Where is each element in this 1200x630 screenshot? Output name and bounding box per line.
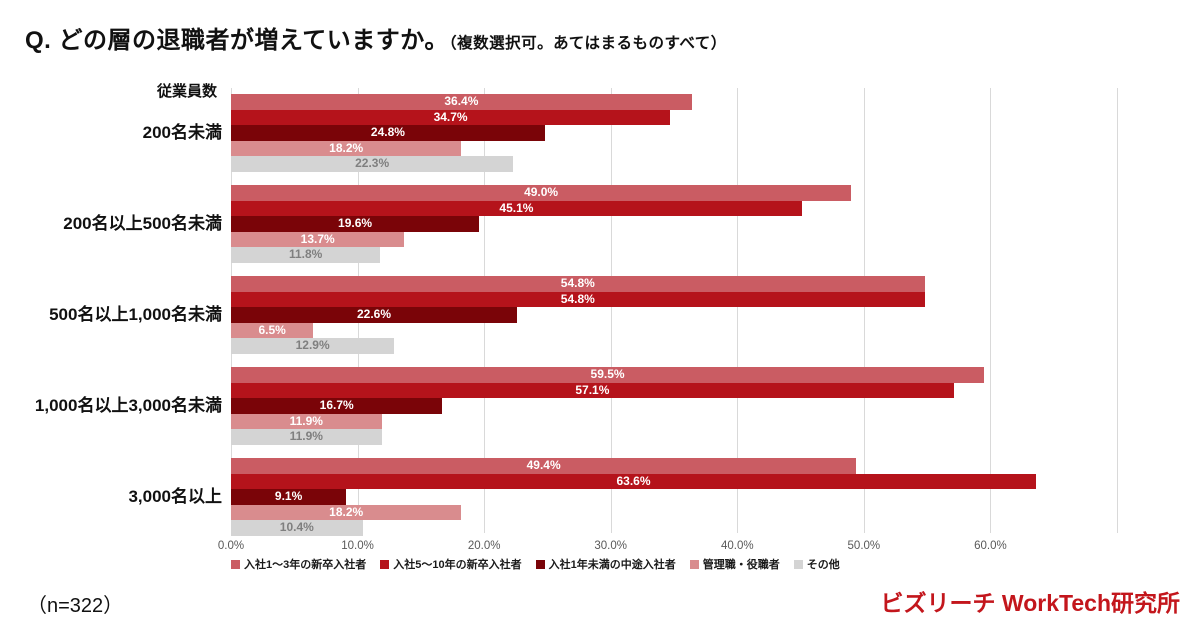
bar: 13.7% [231,231,405,247]
legend-item: 入社1〜3年の新卒入社者 [231,556,366,572]
bar-value-label: 63.6% [616,473,651,488]
bar-value-label: 16.7% [319,398,354,412]
x-tick-label: 0.0% [217,540,245,552]
legend-item: その他 [793,556,840,572]
bar: 16.7% [231,398,443,414]
bar-value-label: 13.7% [300,231,335,246]
bar-value-label: 49.0% [524,185,559,199]
legend-swatch [535,559,545,569]
gridline [863,88,865,533]
bar-value-label: 45.1% [499,200,534,215]
bar: 18.2% [231,504,462,520]
bar: 11.9% [231,413,382,429]
bar: 24.8% [231,125,545,141]
bar-value-label: 36.4% [444,94,479,108]
bar-value-label: 24.8% [370,125,405,139]
bar-value-label: 10.4% [279,520,314,534]
bar-value-label: 11.9% [289,413,323,428]
bar: 9.1% [231,489,347,505]
legend-swatch [380,559,390,569]
bar-value-label: 12.9% [295,338,330,352]
category-label: 200名以上500名未満 [63,213,222,233]
gridline [990,88,992,533]
bar-chart-plot-area: 36.4% 34.7% 24.8% 18.2% 22.3% 49.0% 45.1% 19.6%… [231,88,1118,536]
bar-value-label: 9.1% [274,489,303,503]
x-tick-label: 20.0% [467,540,501,552]
bar: 63.6% [231,473,1036,489]
bar-value-label: 19.6% [338,216,373,230]
bar-value-label: 22.3% [355,156,390,170]
y-axis-header: 従業員数 [156,83,217,100]
legend-swatch [689,559,699,569]
bar: 49.4% [231,458,857,474]
bar: 11.8% [231,247,381,263]
gridline [737,88,739,533]
page-title: Q. どの層の退職者が増えていますか。（複数選択可。あてはまるものすべて） [25,20,727,55]
bar-value-label: 54.8% [560,291,595,306]
bar: 49.0% [231,185,852,201]
bar: 36.4% [231,94,692,110]
legend-swatch [231,559,240,569]
x-tick-label: 60.0% [974,540,1007,552]
bar-value-label: 49.4% [526,458,561,472]
legend-label: 入社1〜3年の新卒入社者 [244,559,367,571]
category-label: 1,000名以上3,000名未満 [34,395,222,415]
x-tick-label: 40.0% [720,540,754,552]
legend-label: 管理職・役職者 [702,559,780,571]
x-tick-label: 10.0% [341,540,374,552]
x-tick-label: 50.0% [847,540,881,552]
brand-logo-text: ビズリーチ WorkTech研究所 [880,590,1180,616]
question-note: （複数選択可。あてはまるものすべて） [448,35,727,52]
bar: 22.3% [231,156,514,172]
bar-value-label: 11.9% [289,429,323,443]
bar-value-label: 34.7% [433,109,468,124]
bar: 54.8% [231,276,925,292]
bar: 10.4% [231,520,363,536]
bar: 59.5% [231,367,985,383]
bar: 34.7% [231,109,671,125]
bar: 19.6% [231,216,480,232]
bar-value-label: 6.5% [258,322,286,337]
bar-value-label: 18.2% [329,140,364,155]
bar: 12.9% [231,338,395,354]
chart-legend: 入社1〜3年の新卒入社者 入社5〜10年の新卒入社者 入社1年未満の中途入社者 管理職… [231,556,840,572]
bar: 45.1% [231,200,802,216]
category-label: 500名以上1,000名未満 [49,304,222,324]
bar: 22.6% [231,307,518,323]
bar: 6.5% [231,322,314,338]
bar-value-label: 54.8% [560,276,595,290]
legend-swatch [793,559,803,569]
bar: 57.1% [231,382,954,398]
gridline [1117,88,1118,533]
legend-label: その他 [806,559,840,571]
question-title: Q. どの層の退職者が増えていますか。 [25,27,449,54]
bar: 18.2% [231,140,462,156]
bar-value-label: 11.8% [288,247,323,261]
category-label: 3,000名以上 [128,486,222,506]
x-tick-label: 30.0% [594,540,627,552]
sample-size-label: （n=322） [27,595,124,617]
bar: 11.9% [231,429,382,445]
gridline [610,88,612,533]
legend-item: 入社1年未満の中途入社者 [535,556,676,572]
category-label: 200名未満 [142,122,222,142]
legend-item: 管理職・役職者 [689,556,780,572]
bar-value-label: 57.1% [575,382,610,397]
legend-item: 入社5〜10年の新卒入社者 [380,556,522,572]
legend-label: 入社5〜10年の新卒入社者 [393,559,522,571]
bar-value-label: 18.2% [329,504,364,519]
bar-value-label: 59.5% [590,367,625,381]
legend-label: 入社1年未満の中途入社者 [548,559,676,571]
bar-value-label: 22.6% [357,307,392,321]
bar: 54.8% [231,291,925,307]
